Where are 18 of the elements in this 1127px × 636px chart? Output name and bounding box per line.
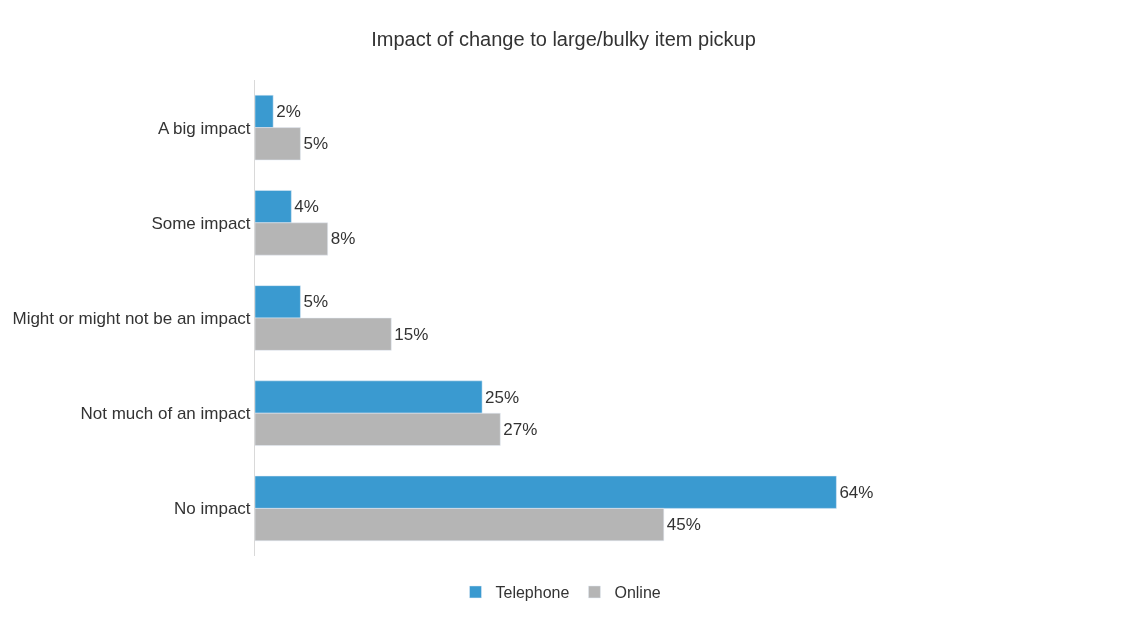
y-tick-label: Might or might not be an impact [12, 308, 251, 328]
y-tick-label: A big impact [157, 118, 251, 138]
data-label: 27% [503, 419, 538, 439]
legend-label: Online [614, 584, 661, 602]
data-label: 5% [303, 134, 328, 154]
data-label: 4% [294, 197, 319, 217]
chart-title: Impact of change to large/bulky item pickup [371, 27, 756, 50]
data-label: 8% [330, 229, 356, 249]
data-label: 2% [276, 101, 301, 121]
data-label: 45% [666, 515, 701, 535]
data-label: 15% [394, 324, 429, 344]
y-tick-label: Some impact [151, 213, 251, 233]
data-label: 25% [485, 387, 520, 407]
data-label: 5% [303, 292, 328, 312]
data-label: 64% [839, 482, 874, 502]
y-tick-label: No impact [174, 499, 251, 519]
y-tick-label: Not much of an impact [80, 404, 251, 424]
legend-label: Telephone [495, 584, 570, 602]
